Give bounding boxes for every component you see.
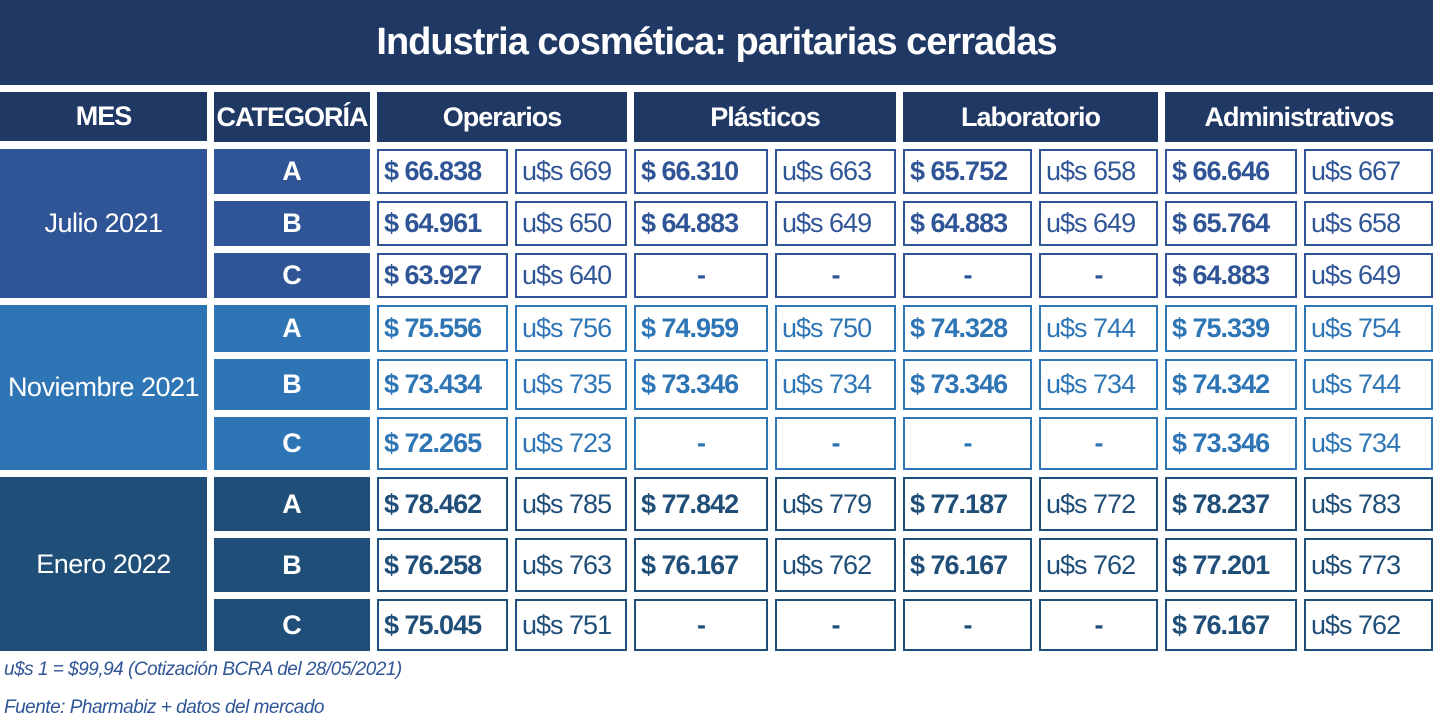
peso-value-cell: $ 73.434: [377, 359, 508, 410]
peso-value-cell: $ 64.883: [1165, 253, 1297, 298]
peso-value-cell: $ 74.328: [903, 305, 1032, 352]
usd-value-cell: u$s 744: [1039, 305, 1158, 352]
usd-value-cell: u$s 734: [1304, 417, 1433, 470]
usd-value-cell: u$s 649: [1304, 253, 1433, 298]
usd-value-cell: -: [775, 253, 896, 298]
usd-value-cell: u$s 783: [1304, 477, 1433, 531]
peso-value-cell: $ 75.556: [377, 305, 508, 352]
peso-value-cell: -: [634, 253, 768, 298]
peso-value-cell: $ 77.187: [903, 477, 1032, 531]
header-mes: MES: [0, 92, 207, 141]
usd-value-cell: u$s 763: [515, 538, 627, 592]
peso-value-cell: $ 63.927: [377, 253, 508, 298]
usd-value-cell: u$s 762: [1039, 538, 1158, 592]
peso-value-cell: $ 65.764: [1165, 201, 1297, 246]
usd-value-cell: -: [775, 599, 896, 651]
peso-value-cell: $ 76.167: [634, 538, 768, 592]
usd-value-cell: u$s 649: [775, 201, 896, 246]
peso-value-cell: $ 73.346: [903, 359, 1032, 410]
usd-value-cell: u$s 751: [515, 599, 627, 651]
peso-value-cell: $ 66.646: [1165, 149, 1297, 194]
peso-value-cell: $ 66.310: [634, 149, 768, 194]
category-cell: C: [214, 253, 370, 298]
peso-value-cell: $ 64.883: [634, 201, 768, 246]
usd-value-cell: u$s 750: [775, 305, 896, 352]
table-title: Industria cosmética: paritarias cerradas: [0, 0, 1433, 85]
peso-value-cell: $ 74.342: [1165, 359, 1297, 410]
peso-value-cell: $ 66.838: [377, 149, 508, 194]
usd-value-cell: u$s 658: [1039, 149, 1158, 194]
usd-value-cell: u$s 744: [1304, 359, 1433, 410]
peso-value-cell: -: [903, 417, 1032, 470]
usd-value-cell: u$s 772: [1039, 477, 1158, 531]
usd-value-cell: u$s 773: [1304, 538, 1433, 592]
salary-table: MES CATEGORÍA Operarios Plásticos Labora…: [0, 92, 1433, 651]
usd-value-cell: u$s 756: [515, 305, 627, 352]
usd-value-cell: u$s 734: [775, 359, 896, 410]
category-cell: A: [214, 149, 370, 194]
usd-value-cell: u$s 779: [775, 477, 896, 531]
usd-value-cell: u$s 669: [515, 149, 627, 194]
exchange-rate-note: u$s 1 = $99,94 (Cotización BCRA del 28/0…: [4, 659, 402, 680]
header-laboratorio: Laboratorio: [903, 92, 1158, 142]
usd-value-cell: -: [1039, 253, 1158, 298]
peso-value-cell: $ 72.265: [377, 417, 508, 470]
peso-value-cell: $ 76.167: [903, 538, 1032, 592]
peso-value-cell: -: [903, 253, 1032, 298]
usd-value-cell: -: [1039, 417, 1158, 470]
header-administrativos: Administrativos: [1165, 92, 1433, 142]
peso-value-cell: $ 78.462: [377, 477, 508, 531]
usd-value-cell: u$s 735: [515, 359, 627, 410]
source-note: Fuente: Pharmabiz + datos del mercado: [4, 697, 325, 718]
month-cell: Noviembre 2021: [0, 305, 207, 470]
peso-value-cell: $ 77.842: [634, 477, 768, 531]
usd-value-cell: -: [775, 417, 896, 470]
usd-value-cell: u$s 754: [1304, 305, 1433, 352]
category-cell: C: [214, 599, 370, 651]
month-cell: Enero 2022: [0, 477, 207, 651]
peso-value-cell: $ 76.167: [1165, 599, 1297, 651]
usd-value-cell: u$s 785: [515, 477, 627, 531]
usd-value-cell: u$s 723: [515, 417, 627, 470]
peso-value-cell: $ 76.258: [377, 538, 508, 592]
category-cell: A: [214, 477, 370, 531]
usd-value-cell: u$s 734: [1039, 359, 1158, 410]
month-cell: Julio 2021: [0, 149, 207, 298]
peso-value-cell: $ 78.237: [1165, 477, 1297, 531]
category-cell: B: [214, 359, 370, 410]
usd-value-cell: -: [1039, 599, 1158, 651]
peso-value-cell: -: [903, 599, 1032, 651]
peso-value-cell: $ 73.346: [634, 359, 768, 410]
peso-value-cell: $ 73.346: [1165, 417, 1297, 470]
peso-value-cell: $ 65.752: [903, 149, 1032, 194]
header-categoria: CATEGORÍA: [214, 92, 370, 142]
category-cell: B: [214, 201, 370, 246]
header-operarios: Operarios: [377, 92, 627, 142]
peso-value-cell: $ 74.959: [634, 305, 768, 352]
peso-value-cell: $ 64.961: [377, 201, 508, 246]
category-cell: A: [214, 305, 370, 352]
peso-value-cell: $ 75.339: [1165, 305, 1297, 352]
usd-value-cell: u$s 663: [775, 149, 896, 194]
peso-value-cell: $ 64.883: [903, 201, 1032, 246]
usd-value-cell: u$s 640: [515, 253, 627, 298]
peso-value-cell: -: [634, 599, 768, 651]
usd-value-cell: u$s 650: [515, 201, 627, 246]
usd-value-cell: u$s 762: [775, 538, 896, 592]
usd-value-cell: u$s 762: [1304, 599, 1433, 651]
peso-value-cell: $ 75.045: [377, 599, 508, 651]
usd-value-cell: u$s 649: [1039, 201, 1158, 246]
category-cell: B: [214, 538, 370, 592]
header-plasticos: Plásticos: [634, 92, 896, 142]
peso-value-cell: $ 77.201: [1165, 538, 1297, 592]
usd-value-cell: u$s 667: [1304, 149, 1433, 194]
peso-value-cell: -: [634, 417, 768, 470]
usd-value-cell: u$s 658: [1304, 201, 1433, 246]
category-cell: C: [214, 417, 370, 470]
